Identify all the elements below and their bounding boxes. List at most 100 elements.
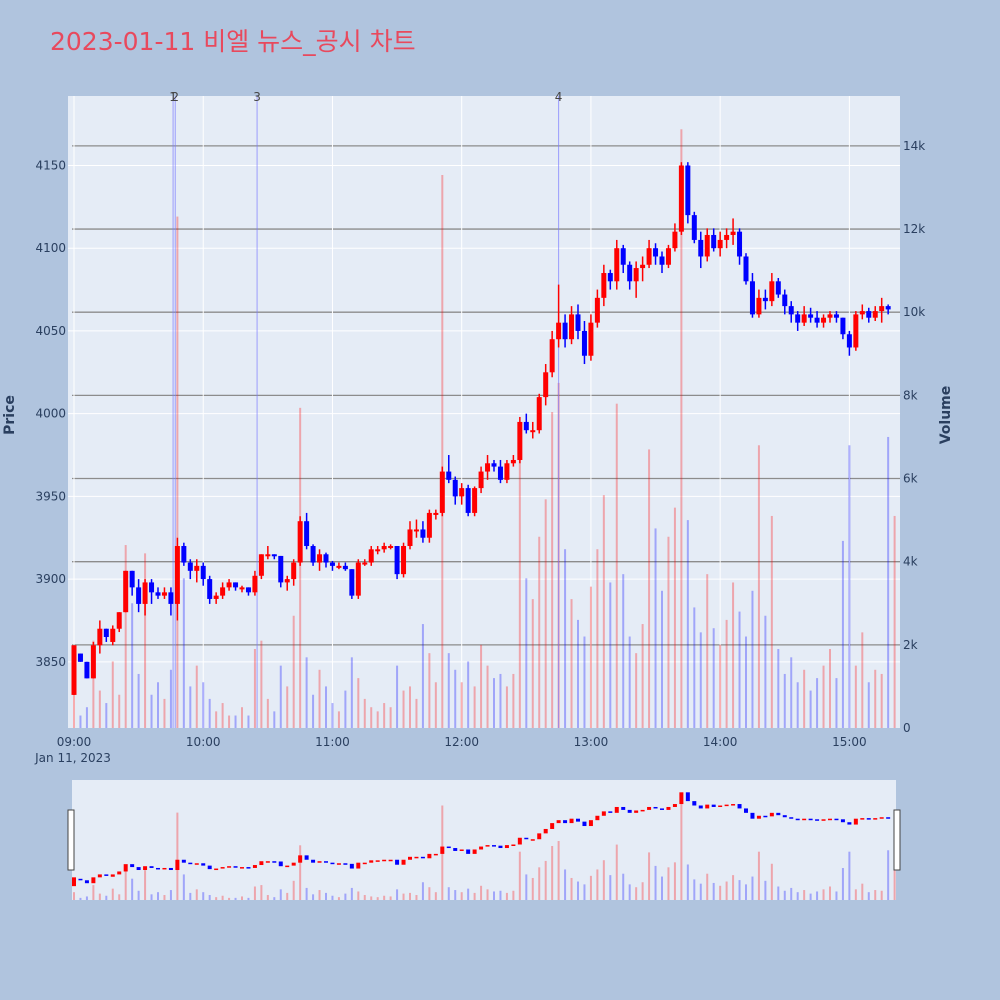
range-slider-candle <box>194 863 199 865</box>
range-slider-volume-bar <box>699 883 702 900</box>
range-slider-volume-bar <box>525 874 528 900</box>
range-slider-volume-bar <box>467 888 470 900</box>
range-slider-left-handle[interactable] <box>67 809 75 871</box>
volume-bar <box>719 644 722 728</box>
candle-body <box>478 471 484 489</box>
volume-bar <box>654 528 657 728</box>
volume-bar <box>725 619 728 728</box>
volume-bar <box>809 690 812 728</box>
range-slider-candle <box>130 864 135 868</box>
range-slider-volume-bar <box>447 887 450 900</box>
range-slider-volume-bar <box>809 893 812 900</box>
range-slider-candle <box>744 808 748 813</box>
range-slider-candle <box>504 845 509 849</box>
range-slider-candle <box>543 828 548 834</box>
range-slider-candle <box>860 818 865 820</box>
candle-body <box>90 645 96 679</box>
range-slider-volume-bar <box>305 887 308 900</box>
range-slider-volume-bar <box>493 891 495 900</box>
range-slider-candle <box>595 815 600 821</box>
volume-bar <box>363 698 366 728</box>
candle-body <box>233 582 239 588</box>
range-slider-volume-bar <box>570 877 573 900</box>
range-slider-candle <box>576 818 580 822</box>
volume-bar <box>609 582 612 728</box>
range-slider-candle <box>608 811 613 813</box>
range-slider-volume-bar <box>92 885 95 900</box>
range-slider-volume-bar <box>344 893 347 900</box>
range-slider-candle <box>440 846 445 854</box>
range-slider-candle <box>886 817 891 819</box>
volume-bar <box>389 707 392 728</box>
range-slider-candle <box>485 845 490 847</box>
candle-body <box>426 512 432 538</box>
range-slider-candle <box>420 856 425 859</box>
range-slider-volume-bar <box>544 860 547 900</box>
volume-bar <box>124 545 127 728</box>
range-slider-candle <box>647 806 652 810</box>
y2-tick-label: 8k <box>903 388 918 402</box>
volume-bar <box>841 540 844 728</box>
range-slider-candle <box>330 862 335 865</box>
range-slider-volume-bar <box>325 892 327 900</box>
range-slider-candle <box>388 859 393 862</box>
candle-body <box>685 165 691 216</box>
candle-body <box>762 297 768 302</box>
volume-bar <box>131 603 134 728</box>
range-slider-volume-bar <box>253 886 256 900</box>
range-slider-volume-bar <box>719 885 722 900</box>
volume-bar <box>887 436 890 728</box>
volume-bar <box>635 653 638 728</box>
volume-bar <box>596 549 599 728</box>
range-slider-candle <box>278 861 283 867</box>
candle-body <box>84 661 90 679</box>
range-slider-volume-bar <box>648 852 651 900</box>
candle-body <box>614 248 620 282</box>
range-slider-candle <box>679 792 684 805</box>
range-slider-candle <box>621 806 626 810</box>
range-slider-candle <box>408 856 412 860</box>
range-slider-volume-bar <box>189 892 192 900</box>
range-slider-volume-bar <box>454 890 457 900</box>
range-slider-volume-bar <box>622 873 625 900</box>
candle-body <box>711 234 717 249</box>
range-slider-volume-bar <box>428 887 431 900</box>
candle-body <box>497 466 503 480</box>
range-slider-volume-bar <box>609 875 612 900</box>
range-slider-volume-bar <box>318 890 321 900</box>
candle-body <box>310 546 316 563</box>
volume-bar <box>615 403 618 728</box>
range-slider-volume <box>73 797 896 900</box>
candle-body <box>136 587 142 604</box>
range-slider-candle <box>168 867 173 871</box>
range-slider-candle <box>201 863 206 866</box>
candle-body <box>530 430 536 433</box>
volume-bar <box>835 678 838 728</box>
range-slider-candle <box>524 837 529 840</box>
volume-bar <box>189 686 192 728</box>
range-slider-volume-bar <box>370 896 373 900</box>
range-slider-candle <box>724 804 729 807</box>
range-slider-candle <box>104 874 109 876</box>
range-slider-right-handle[interactable] <box>893 809 901 871</box>
candle-body <box>155 592 161 596</box>
range-slider-volume-bar <box>564 869 567 900</box>
candle-body <box>833 314 839 318</box>
range-slider-candle <box>782 815 787 818</box>
range-slider-volume-bar <box>589 875 592 900</box>
range-slider-volume-bar <box>202 892 205 900</box>
range-slider-candle <box>517 837 522 845</box>
candle-body <box>161 592 167 596</box>
range-slider-candle <box>265 861 270 863</box>
range-slider-candle <box>763 815 768 818</box>
range-slider-volume-bar <box>538 867 541 900</box>
volume-bar <box>861 632 864 728</box>
volume-bar <box>434 682 437 728</box>
range-slider[interactable] <box>72 780 896 900</box>
x-tick-label: 09:00 <box>57 735 92 749</box>
volume-bar <box>803 669 806 728</box>
volume-bar <box>163 698 166 728</box>
range-slider-candle <box>588 820 593 827</box>
main-plot-area[interactable] <box>68 96 900 728</box>
volume-axis: 0 2k 4k 6k 8k 10k 12k 14k <box>903 139 925 735</box>
